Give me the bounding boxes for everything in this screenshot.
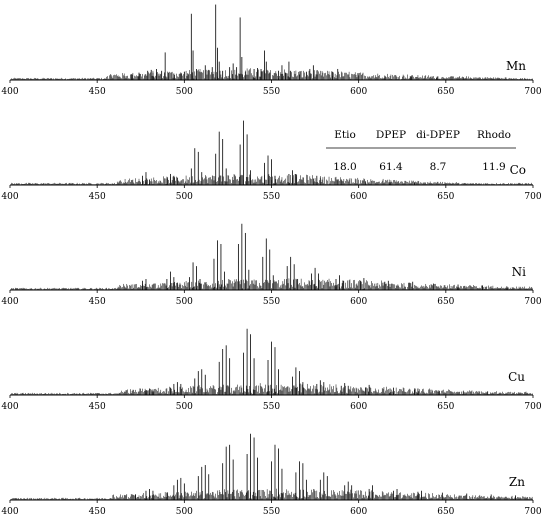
x-tick-label: 400 [1, 507, 18, 517]
x-tick-label: 500 [176, 192, 193, 202]
x-tick-label: 400 [1, 402, 18, 412]
table-value: 8.7 [430, 161, 447, 173]
metal-series-label: Zn [509, 475, 525, 489]
x-tick-label: 700 [524, 192, 541, 202]
spectrum-noise [11, 383, 533, 395]
spectrum-panel-ni: 400 450 500 550 600 650 700 Ni [1, 223, 542, 307]
composition-table: Etio DPEP di-DPEP Rhodo 18.0 61.4 8.7 11.9 [326, 129, 516, 173]
x-tick-label: 400 [1, 192, 18, 202]
table-value: 11.9 [482, 161, 505, 173]
x-tick-label: 650 [437, 87, 454, 97]
x-tick-label: 700 [524, 297, 541, 307]
x-tick-label: 550 [263, 87, 280, 97]
x-tick-label: 550 [263, 507, 280, 517]
x-tick-label: 400 [1, 87, 18, 97]
x-tick-label: 650 [437, 192, 454, 202]
table-header: Etio [334, 129, 356, 141]
x-tick-label: 600 [350, 507, 367, 517]
x-tick-label: 500 [176, 87, 193, 97]
x-tick-label: 600 [350, 192, 367, 202]
x-tick-label: 450 [89, 297, 106, 307]
x-tick-label: 450 [89, 507, 106, 517]
metal-series-label: Mn [506, 59, 526, 73]
x-tick-label: 600 [350, 402, 367, 412]
spectrum-panel-cu: 400 450 500 550 600 650 700 Cu [1, 328, 542, 412]
table-header: Rhodo [477, 129, 511, 141]
x-tick-label: 550 [263, 192, 280, 202]
metal-series-label: Co [510, 163, 526, 177]
table-value: 18.0 [333, 161, 356, 173]
table-header: di-DPEP [416, 129, 460, 141]
x-tick-label: 600 [350, 297, 367, 307]
x-tick-label: 700 [524, 87, 541, 97]
spectrum-noise [11, 278, 533, 290]
metal-series-label: Ni [512, 265, 527, 279]
x-tick-label: 500 [176, 402, 193, 412]
spectrum-noise [11, 174, 533, 185]
spectrum-panel-co: 400 450 500 550 600 650 700 Co Etio DPEP di-DPEP Rh… [1, 120, 542, 202]
x-tick-label: 700 [524, 507, 541, 517]
x-tick-label: 700 [524, 402, 541, 412]
spectrum-panel-zn: 400 450 500 550 600 650 700 Zn [1, 433, 542, 517]
spectrum-noise [11, 68, 533, 80]
x-tick-label: 650 [437, 402, 454, 412]
spectrum-panel-mn: 400 450 500 550 600 650 700 Mn [1, 4, 542, 97]
x-tick-label: 600 [350, 87, 367, 97]
x-tick-label: 450 [89, 402, 106, 412]
x-tick-label: 550 [263, 297, 280, 307]
x-tick-label: 450 [89, 192, 106, 202]
x-tick-label: 400 [1, 297, 18, 307]
x-tick-label: 550 [263, 402, 280, 412]
metal-series-label: Cu [508, 370, 525, 384]
x-tick-label: 500 [176, 507, 193, 517]
x-tick-label: 500 [176, 297, 193, 307]
x-tick-label: 650 [437, 297, 454, 307]
x-tick-label: 450 [89, 87, 106, 97]
spectrum-noise [11, 488, 533, 500]
table-value: 61.4 [379, 161, 403, 173]
x-tick-label: 650 [437, 507, 454, 517]
table-header: DPEP [376, 129, 406, 141]
